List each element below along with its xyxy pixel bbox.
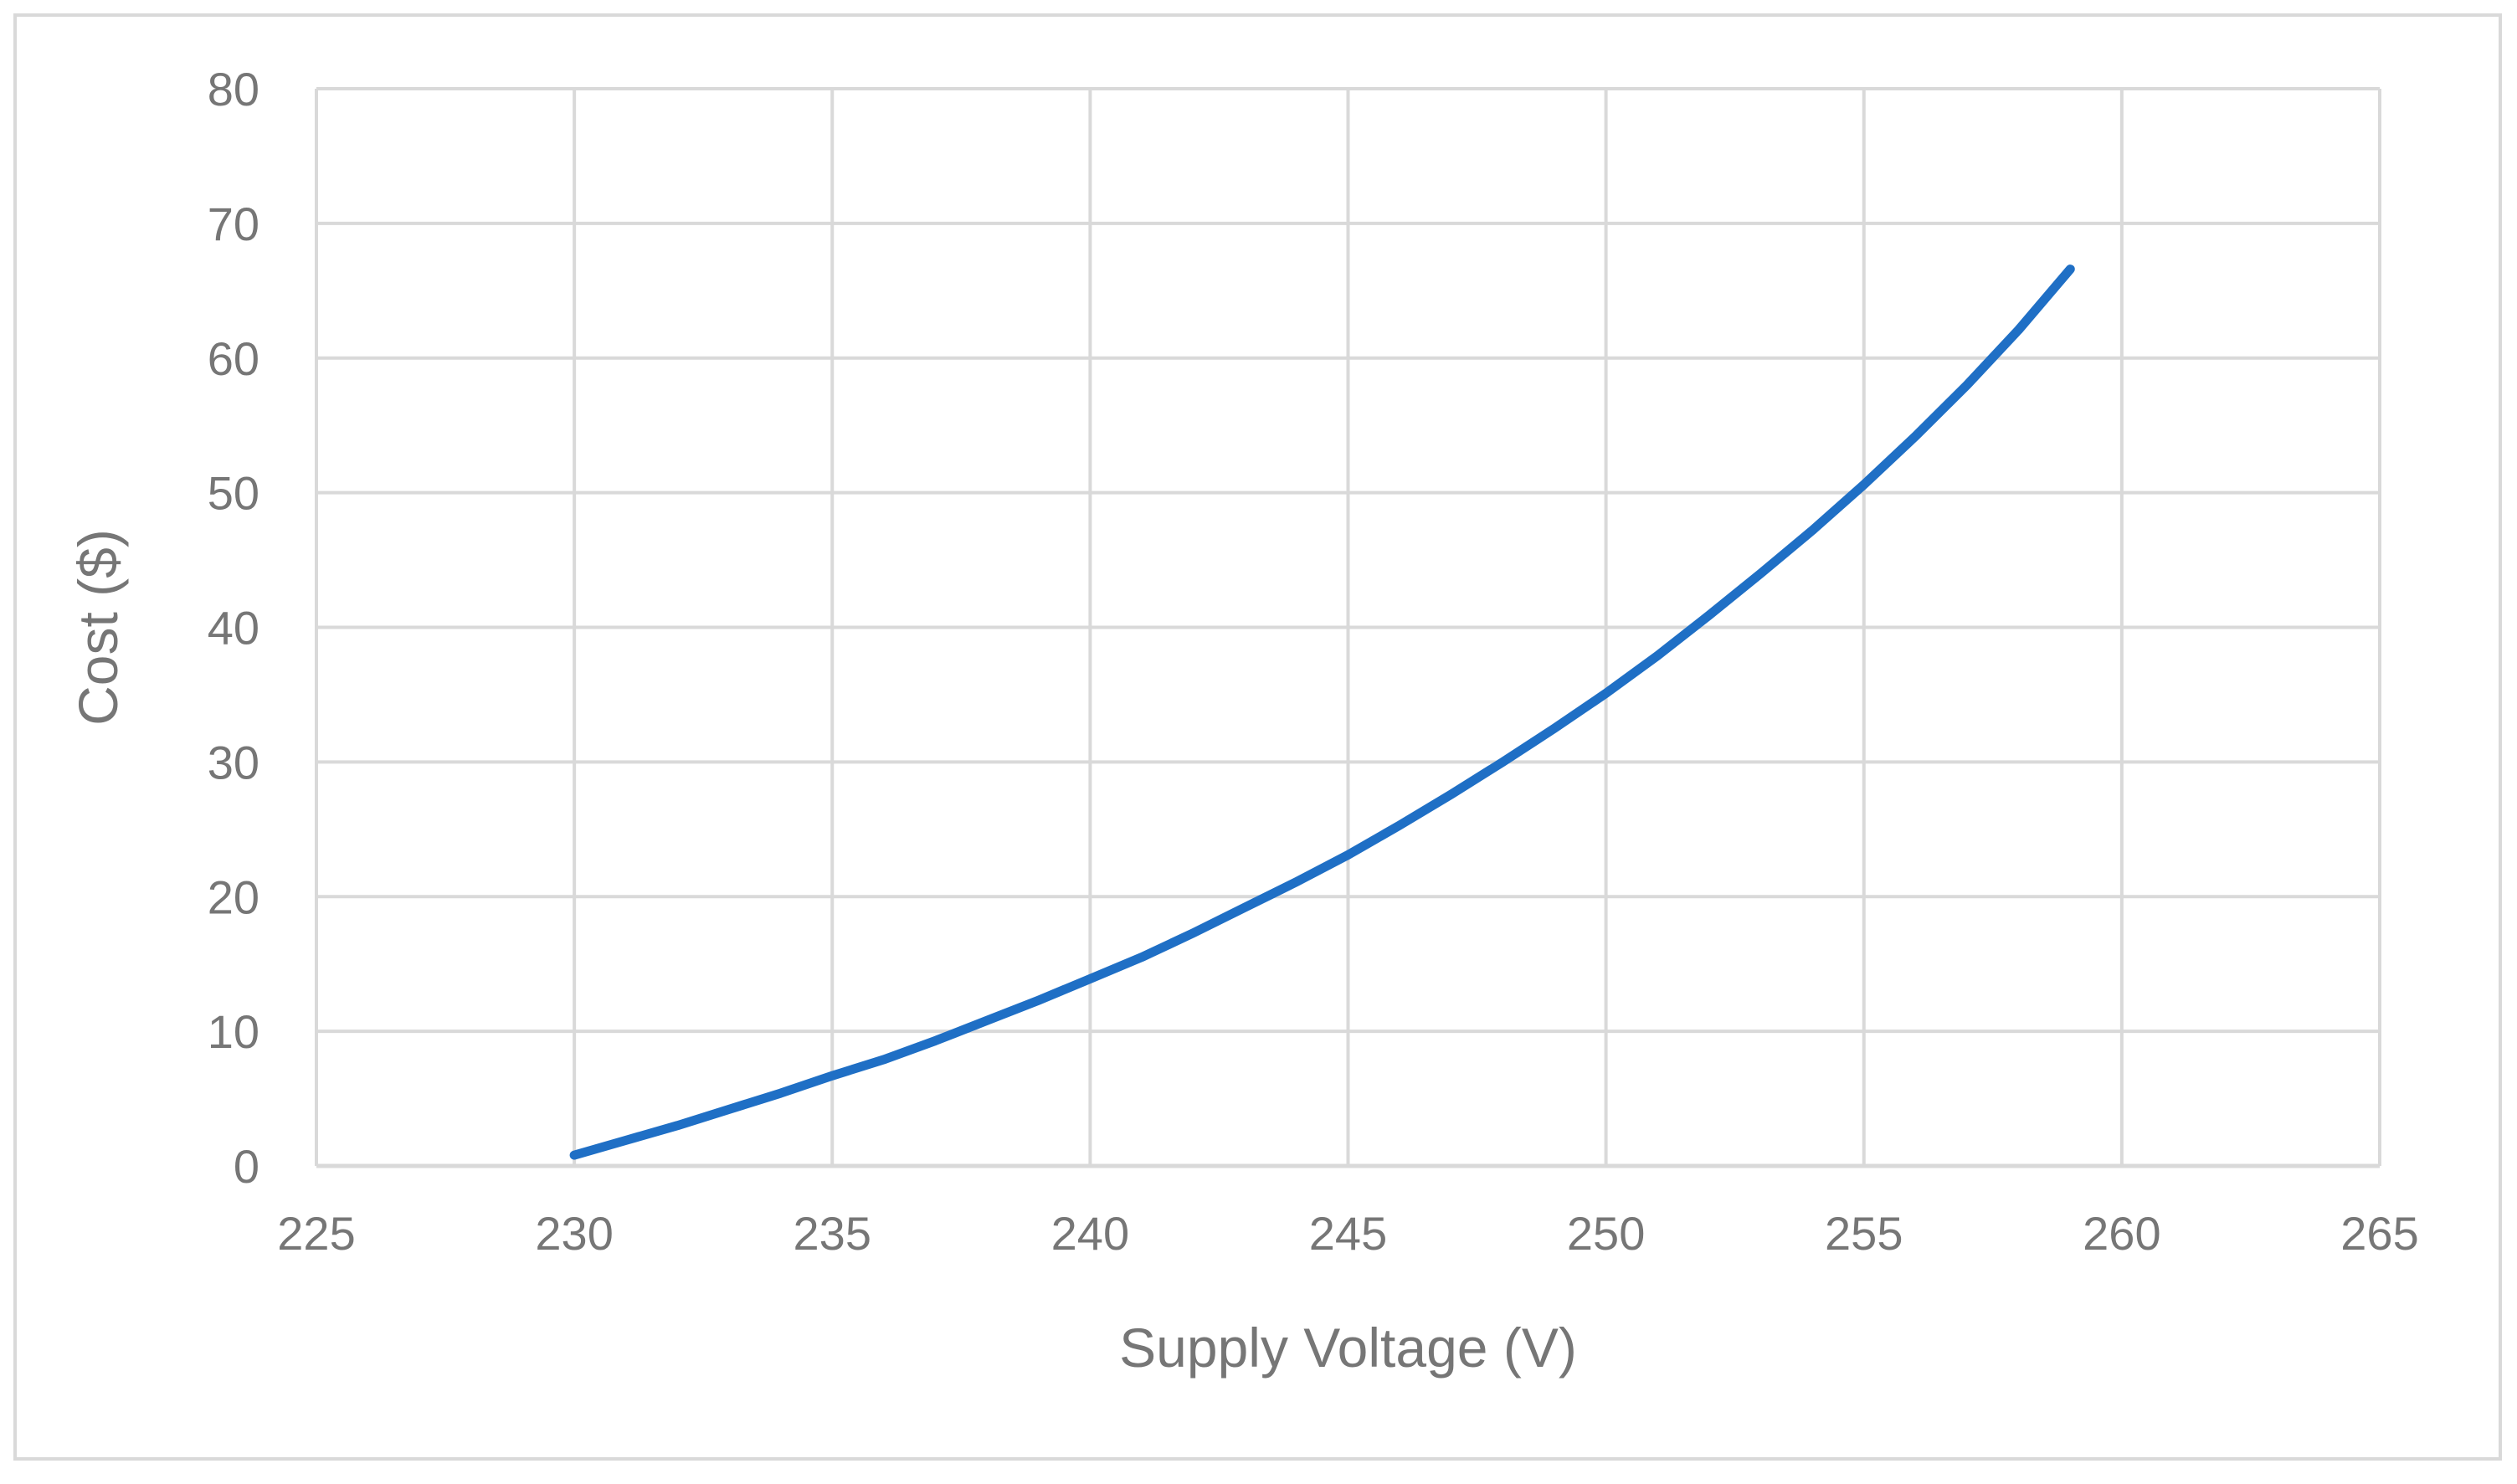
x-tick-label: 245 xyxy=(1309,1207,1387,1260)
x-axis-title: Supply Voltage (V) xyxy=(1119,1317,1577,1379)
x-tick-label: 255 xyxy=(1825,1207,1903,1260)
x-tick-label: 250 xyxy=(1567,1207,1645,1260)
y-tick-label: 20 xyxy=(208,870,259,923)
series-layer xyxy=(569,264,2075,1160)
x-tick-label: 235 xyxy=(794,1207,871,1260)
y-tick-label: 30 xyxy=(208,736,259,788)
labels: 225 230 235 240 245 250 255 260 265 0 10 20 30 40 50 60… xyxy=(208,63,2419,1260)
grid xyxy=(315,87,2381,1166)
y-tick-label: 70 xyxy=(208,198,259,250)
x-tick-label: 240 xyxy=(1051,1207,1129,1260)
y-tick-label: 50 xyxy=(208,467,259,520)
x-tick-label: 265 xyxy=(2340,1207,2418,1260)
x-tick-label: 260 xyxy=(2083,1207,2160,1260)
chart-frame xyxy=(13,13,2502,1461)
y-tick-label: 60 xyxy=(208,332,259,385)
y-tick-label: 40 xyxy=(208,602,259,655)
x-tick-label: 230 xyxy=(535,1207,613,1260)
y-tick-label: 10 xyxy=(208,1005,259,1058)
x-tick-label: 225 xyxy=(277,1207,355,1260)
series-line-0 xyxy=(569,264,2075,1160)
y-axis-title: Cost ($) xyxy=(67,529,129,726)
y-tick-label: 0 xyxy=(234,1140,259,1193)
y-tick-label: 80 xyxy=(208,63,259,116)
